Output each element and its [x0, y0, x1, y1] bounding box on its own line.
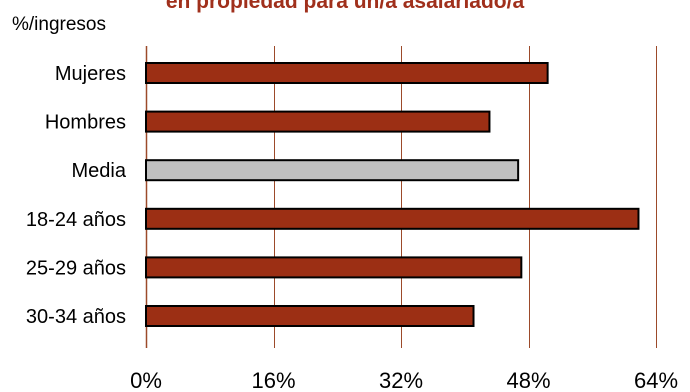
x-tick-label: 0% — [130, 368, 162, 392]
x-tick-label: 16% — [251, 368, 295, 392]
bar-mujeres — [145, 62, 549, 84]
x-tick-label: 48% — [506, 368, 550, 392]
x-tick-label: 32% — [379, 368, 423, 392]
bar-30-34-a-os — [145, 305, 475, 327]
category-label: 18-24 años — [26, 209, 126, 231]
bar-hombres — [145, 110, 491, 133]
bar-18-24-a-os — [145, 207, 640, 230]
bars — [145, 62, 640, 327]
x-tick-label: 64% — [634, 368, 678, 392]
category-label: 25-29 años — [26, 257, 126, 279]
bar-media — [145, 159, 520, 182]
category-label: 30-34 años — [26, 306, 126, 328]
bar-25-29-a-os — [145, 256, 523, 279]
chart-title: en propiedad para un/a asalariado/a — [165, 0, 525, 13]
category-label: Media — [72, 160, 127, 182]
category-labels: Mujeres Hombres Media 18-24 años 25-29 años 3… — [26, 63, 127, 328]
grid-lines — [145, 46, 657, 348]
unit-label: %/ingresos — [12, 14, 106, 35]
category-label: Mujeres — [55, 63, 126, 85]
category-label: Hombres — [45, 112, 126, 134]
x-tick-labels: 0% 16% 32% 48% 64% — [130, 368, 678, 392]
